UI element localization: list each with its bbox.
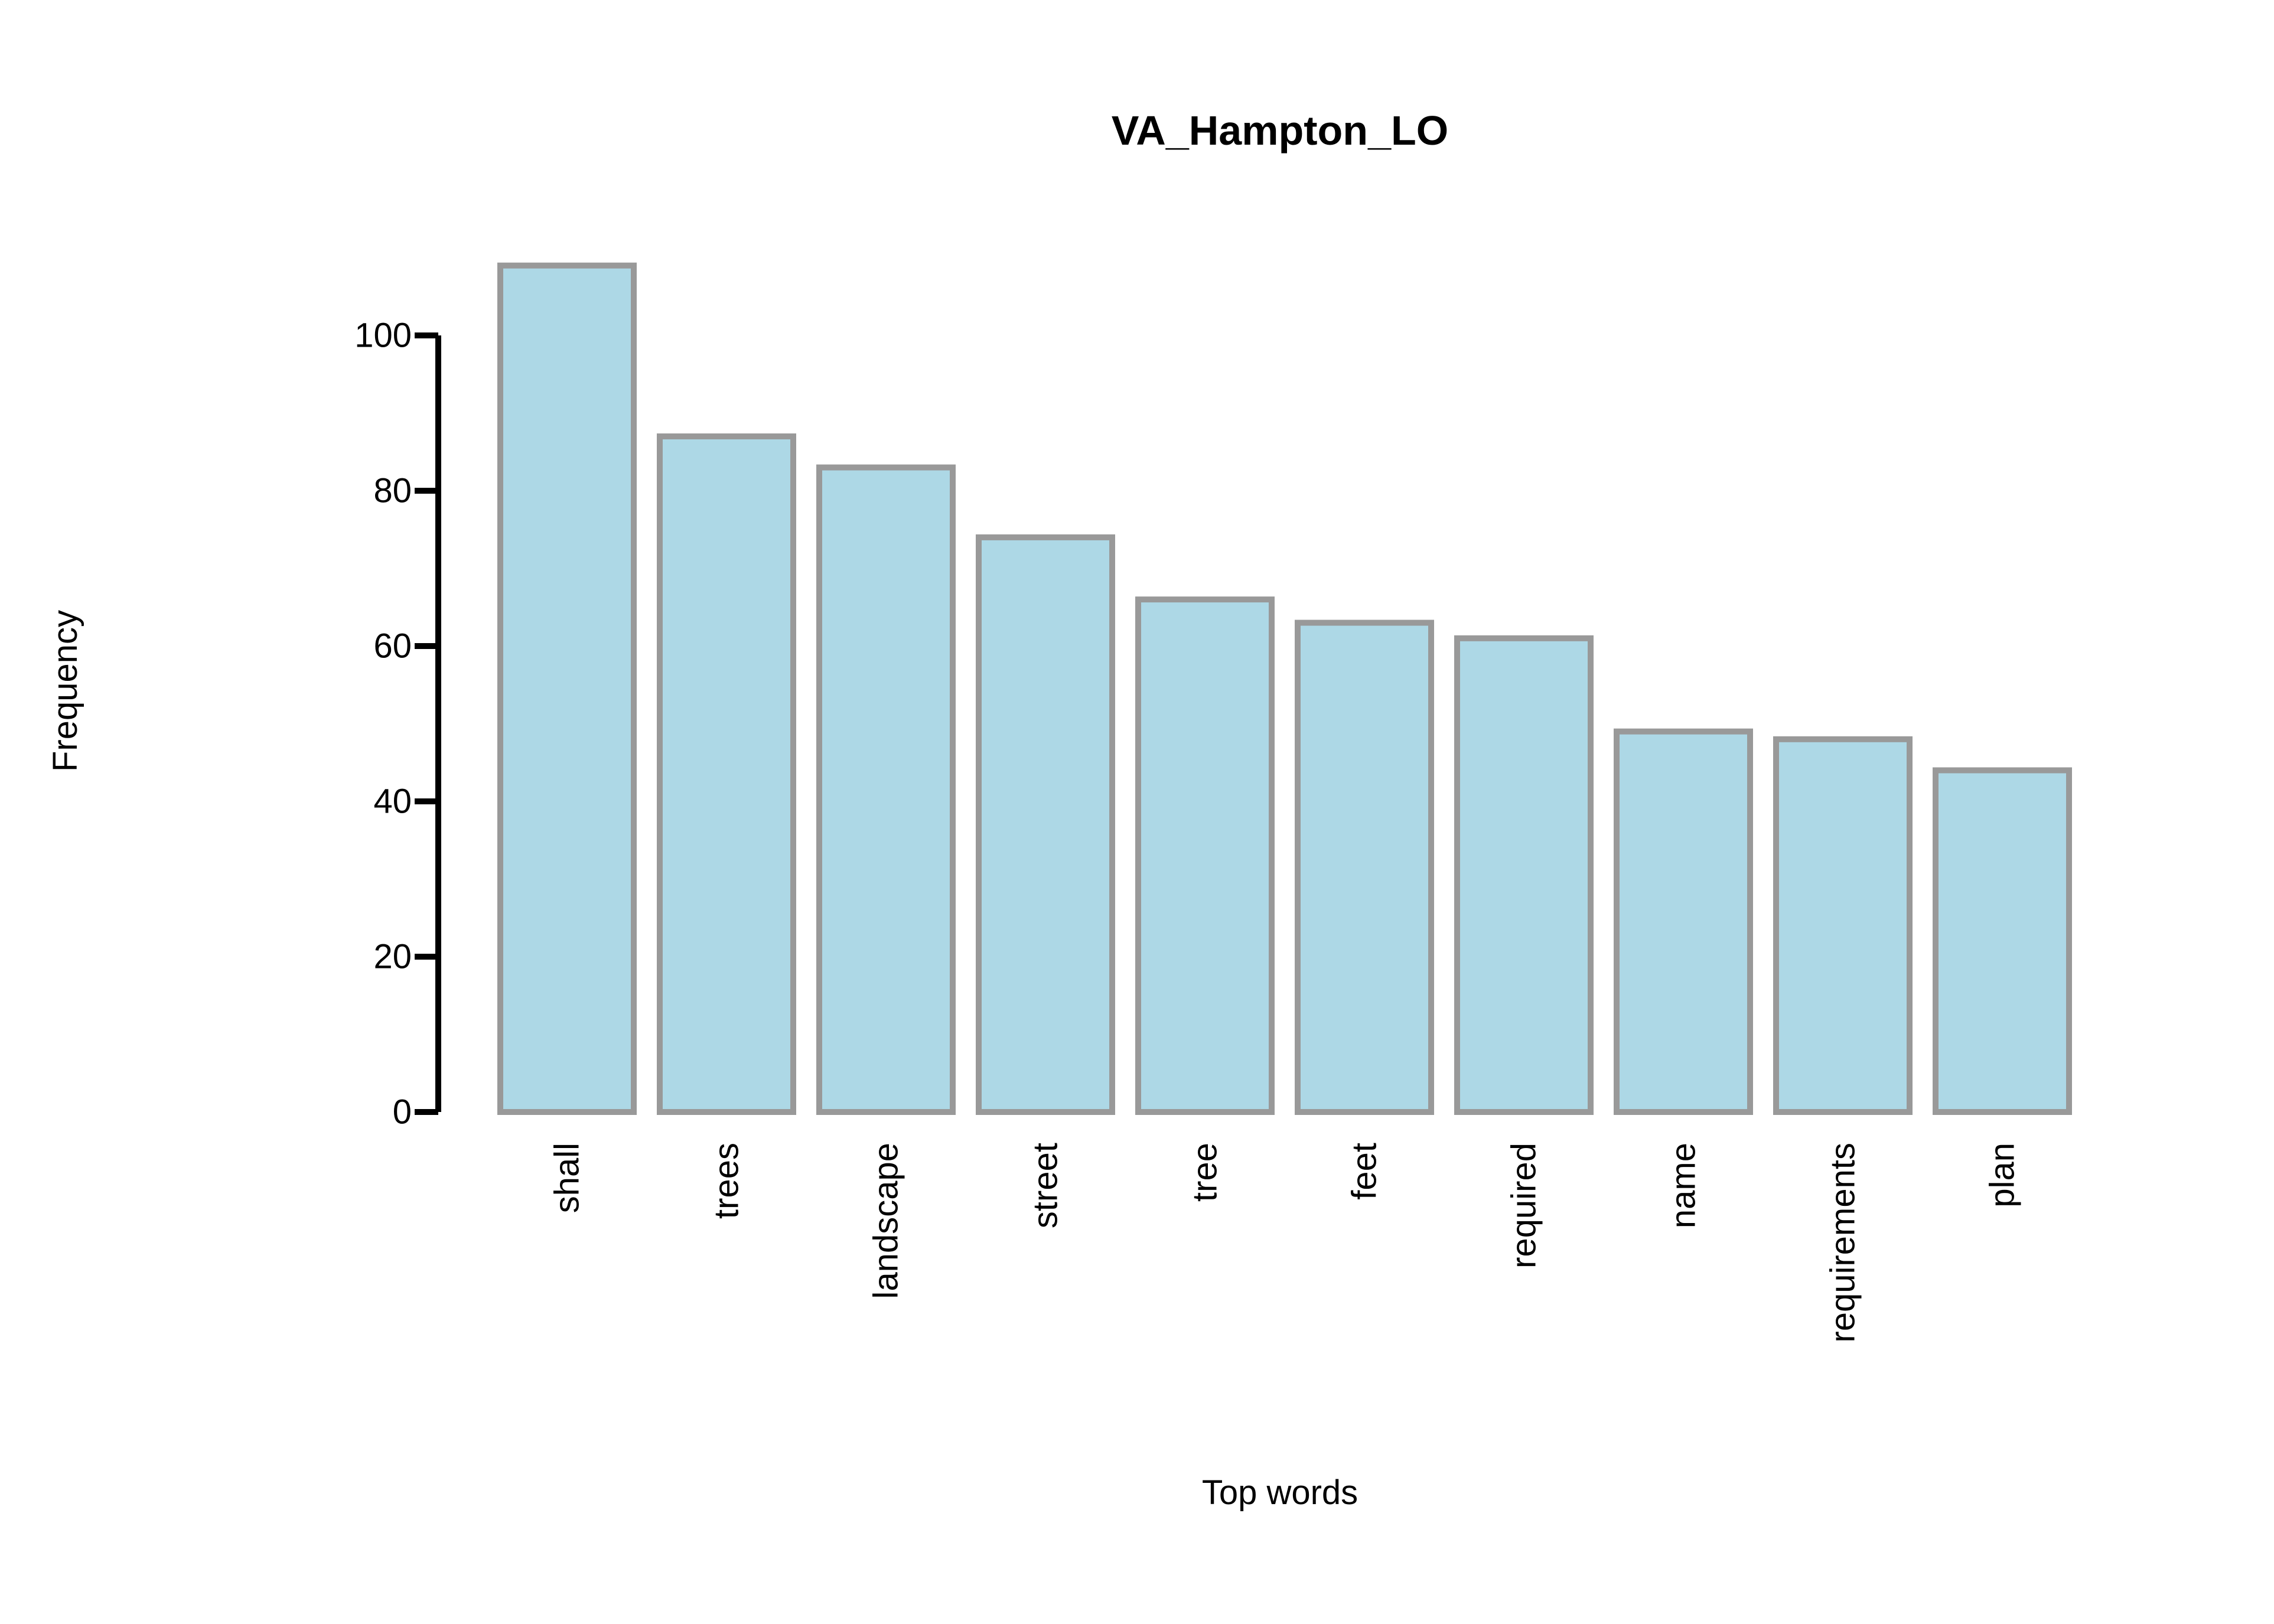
x-tick-label: shall	[548, 1143, 587, 1213]
x-tick-label: tree	[1186, 1143, 1224, 1202]
x-tick-label: requirements	[1824, 1143, 1862, 1342]
bar-requirements	[1773, 736, 1913, 1116]
y-tick-label: 80	[373, 472, 412, 510]
bars-group	[497, 262, 2072, 1116]
bar-trees	[657, 433, 796, 1116]
y-axis-label: Frequency	[46, 610, 84, 772]
x-tick-label: landscape	[867, 1143, 905, 1299]
x-tick-label: street	[1027, 1143, 1065, 1228]
bar-street	[976, 534, 1115, 1115]
bar-required	[1454, 635, 1594, 1115]
bar-shall	[497, 262, 637, 1115]
x-tick-labels: shall trees landscape street tree feet require…	[548, 1143, 2022, 1342]
x-tick-label: required	[1505, 1143, 1543, 1268]
x-tick-label: feet	[1345, 1143, 1384, 1200]
y-tick-label: 60	[373, 627, 412, 666]
x-tick-label: name	[1664, 1143, 1703, 1228]
x-tick-label: trees	[708, 1143, 746, 1219]
y-tick-label: 100	[354, 317, 412, 355]
chart-title: VA_Hampton_LO	[1112, 107, 1448, 154]
x-axis-label: Top words	[1202, 1473, 1358, 1512]
y-tick-label: 40	[373, 782, 412, 821]
y-axis: 0 20 40 60 80 100	[354, 317, 441, 1131]
bar-feet	[1295, 619, 1434, 1116]
y-tick-label: 0	[393, 1093, 412, 1131]
bar-tree	[1135, 596, 1275, 1115]
y-tick-label: 20	[373, 938, 412, 976]
bar-landscape	[816, 464, 956, 1115]
bar-name	[1614, 728, 1753, 1115]
x-tick-label: plan	[1983, 1143, 2022, 1208]
bar-plan	[1933, 767, 2072, 1115]
